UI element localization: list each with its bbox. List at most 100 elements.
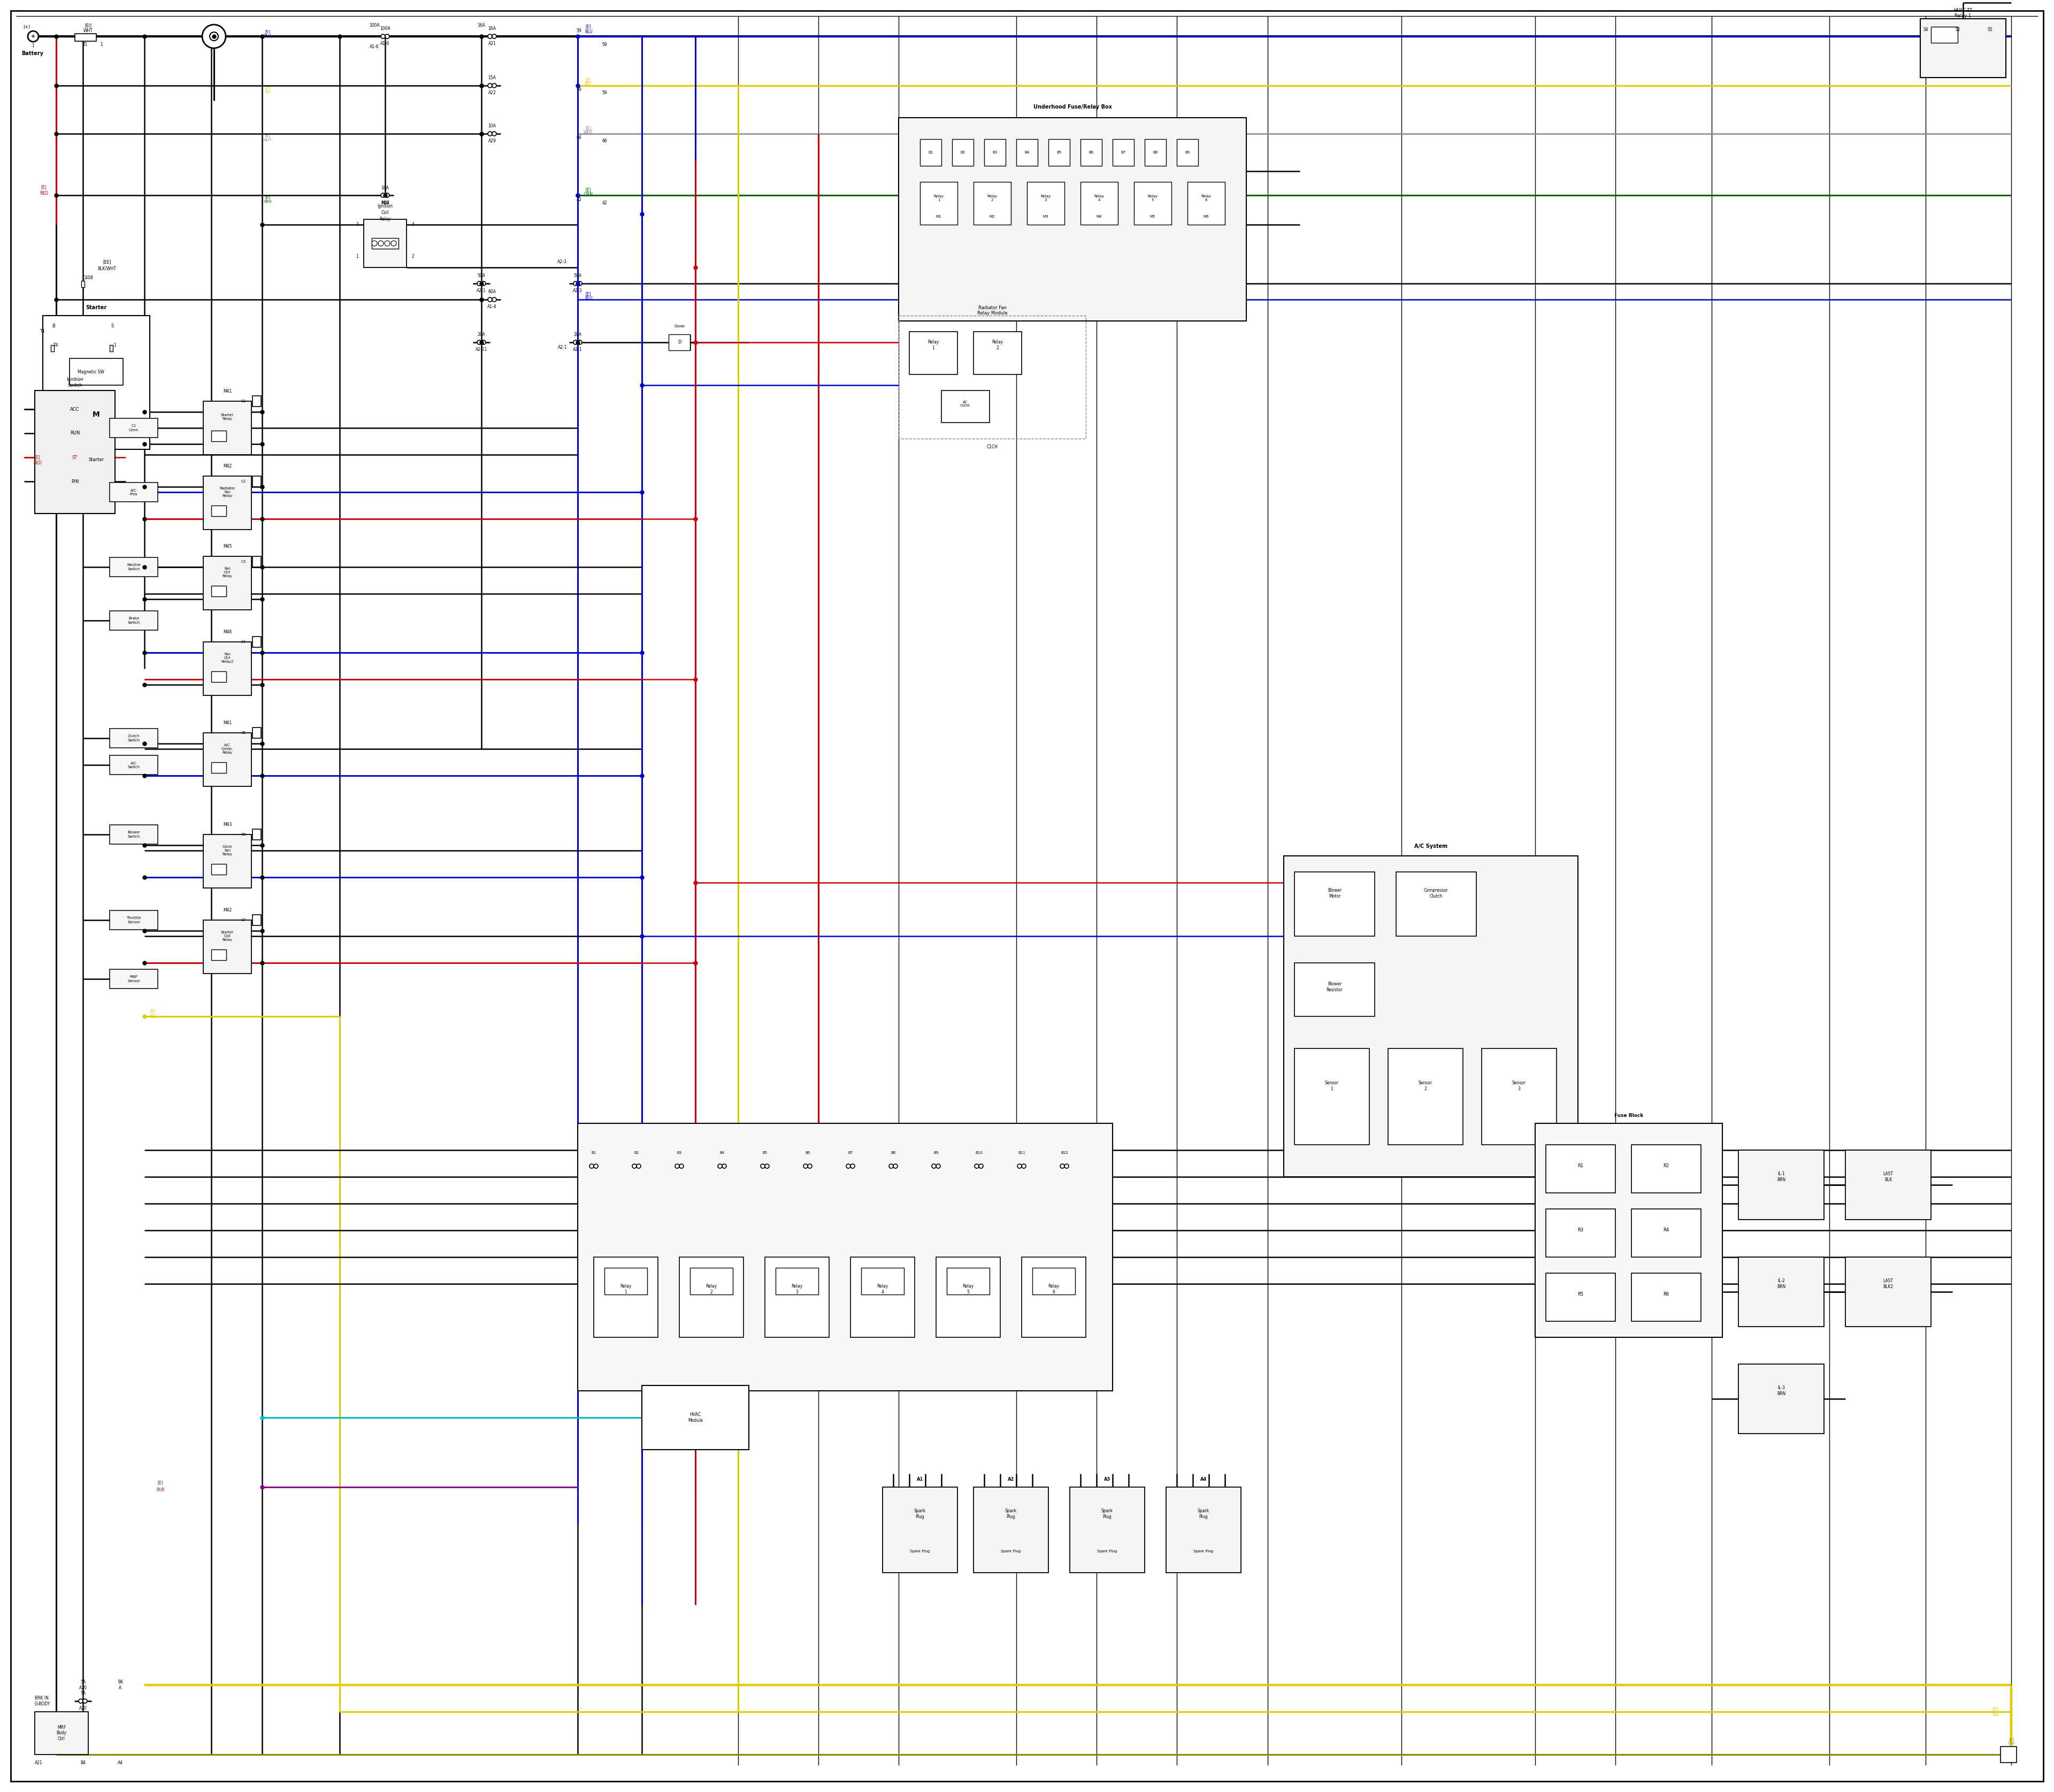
Text: T1: T1 (82, 41, 88, 47)
Text: M3: M3 (1043, 215, 1048, 219)
Bar (1920, 18, 2007, 77)
Text: Spark
Plug: Spark Plug (1004, 1509, 1017, 1520)
Bar (203, 919, 251, 973)
Text: A20: A20 (78, 1706, 86, 1711)
Text: LAST
BLK2: LAST BLK2 (1884, 1279, 1894, 1288)
Circle shape (893, 1165, 898, 1168)
Circle shape (577, 281, 581, 285)
Bar (212, 864, 226, 874)
Text: 15A: 15A (489, 75, 497, 81)
Text: +: + (31, 34, 35, 39)
Circle shape (380, 194, 386, 197)
Text: Clutch
Switch: Clutch Switch (127, 735, 140, 742)
Text: BLU: BLU (585, 30, 592, 34)
Text: 16A: 16A (489, 27, 497, 30)
Text: R4: R4 (1664, 1228, 1670, 1233)
Bar (883, 1487, 957, 1573)
Text: 59: 59 (602, 43, 608, 47)
Text: M6: M6 (1204, 215, 1210, 219)
Text: ACC: ACC (70, 407, 80, 412)
Text: C3: C3 (240, 561, 246, 563)
Text: Starter: Starter (88, 457, 105, 462)
Text: Cond
Fan
Relay: Cond Fan Relay (222, 846, 232, 857)
Bar (1631, 1272, 1701, 1321)
Text: Relay
4: Relay 4 (877, 1285, 887, 1294)
Text: Relay
6: Relay 6 (1048, 1285, 1060, 1294)
Text: B6
A: B6 A (117, 1679, 123, 1690)
Bar (212, 505, 226, 516)
Bar (764, 1256, 830, 1337)
Bar (109, 346, 113, 351)
Text: 66: 66 (577, 136, 581, 140)
Circle shape (594, 1165, 598, 1168)
Text: LAST
BLK: LAST BLK (1884, 1172, 1894, 1183)
Text: Radiator Fan: Radiator Fan (978, 306, 1006, 310)
Text: Relay
2: Relay 2 (707, 1285, 717, 1294)
Text: 10A: 10A (489, 124, 497, 129)
Circle shape (78, 396, 115, 434)
Text: 1: 1 (101, 41, 103, 47)
Text: A22: A22 (489, 91, 497, 95)
Bar (910, 332, 957, 375)
Text: Sensor
3: Sensor 3 (1512, 1081, 1526, 1091)
Text: A1: A1 (916, 1477, 924, 1482)
Circle shape (637, 1165, 641, 1168)
Text: M41: M41 (224, 720, 232, 726)
Text: A3: A3 (1103, 1477, 1111, 1482)
Text: B11: B11 (1019, 1150, 1025, 1154)
Text: M42: M42 (224, 464, 232, 470)
Circle shape (493, 34, 497, 38)
Bar (212, 586, 226, 597)
Text: WHT: WHT (84, 29, 92, 34)
Text: Relay
6: Relay 6 (1202, 195, 1212, 201)
Circle shape (372, 240, 378, 246)
Text: Relay
5: Relay 5 (1148, 195, 1158, 201)
Text: Starter: Starter (86, 305, 107, 310)
Circle shape (1060, 1165, 1064, 1168)
Text: A21: A21 (489, 41, 497, 47)
Text: P/N: P/N (72, 478, 78, 484)
Bar (953, 140, 974, 167)
Bar (203, 733, 251, 787)
Text: Spark Plug: Spark Plug (1097, 1550, 1117, 1554)
Text: Starter
Relay: Starter Relay (222, 414, 234, 421)
Bar (1080, 181, 1117, 224)
Bar (1631, 1145, 1701, 1193)
Text: Relay
1: Relay 1 (928, 340, 939, 349)
Text: Fuse Block: Fuse Block (1614, 1113, 1643, 1118)
Bar (1294, 1048, 1370, 1145)
Circle shape (477, 340, 481, 344)
Text: Relay
5: Relay 5 (963, 1285, 974, 1294)
Text: Coil: Coil (382, 210, 388, 215)
Text: B4: B4 (80, 1760, 86, 1765)
Text: Relay
1: Relay 1 (935, 195, 945, 201)
Text: B12: B12 (1060, 1150, 1068, 1154)
Text: A21: A21 (35, 1760, 43, 1765)
Bar (1187, 181, 1224, 224)
Text: B3: B3 (992, 151, 998, 154)
Bar (253, 914, 261, 925)
Text: [E]
BLU: [E] BLU (263, 29, 271, 38)
Text: Relay
3: Relay 3 (791, 1285, 803, 1294)
Circle shape (477, 281, 481, 285)
Text: 66: 66 (602, 138, 608, 143)
Text: [E]
RED: [E] RED (33, 455, 41, 466)
Bar (109, 754, 158, 774)
Bar (1048, 140, 1070, 167)
Bar (109, 611, 158, 631)
Text: 60A: 60A (489, 290, 497, 294)
Bar (974, 181, 1011, 224)
Text: B1: B1 (928, 151, 933, 154)
Bar (920, 181, 957, 224)
Bar (212, 950, 226, 961)
Bar (203, 642, 251, 695)
Bar (984, 140, 1006, 167)
Circle shape (680, 1165, 684, 1168)
Text: Relay
1: Relay 1 (620, 1285, 631, 1294)
Text: A2-3: A2-3 (557, 260, 567, 265)
Circle shape (974, 1165, 980, 1168)
Text: R2: R2 (1664, 1163, 1670, 1168)
Text: Radiator
Fan
Relay: Radiator Fan Relay (220, 487, 236, 498)
Bar (1294, 962, 1374, 1016)
Circle shape (573, 281, 577, 285)
